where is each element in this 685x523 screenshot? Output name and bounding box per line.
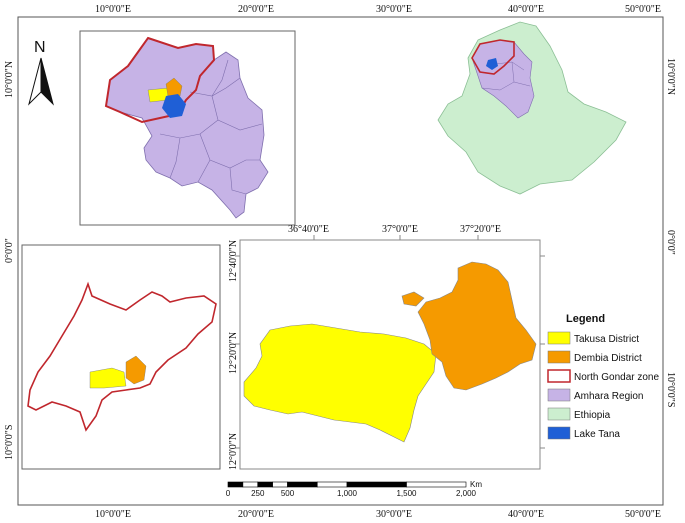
scale-segment bbox=[257, 481, 273, 488]
graticule-top-10e: 10°0'0"E bbox=[95, 4, 131, 15]
scale-tick-label: 2,000 bbox=[456, 489, 477, 498]
scale-tick-label: 1,500 bbox=[396, 489, 417, 498]
legend-swatch-north_gondar_border bbox=[547, 369, 571, 383]
main-takusa-district bbox=[243, 323, 437, 443]
dembia-district-shape bbox=[165, 77, 183, 97]
legend-swatch-dembia bbox=[547, 350, 571, 364]
scale-segment bbox=[346, 481, 407, 488]
outer-frame bbox=[17, 16, 664, 506]
graticule-right-10s: 10°0'0"S bbox=[665, 372, 676, 407]
scale-segment bbox=[316, 481, 348, 488]
graticule-right-0: 0°0'0" bbox=[665, 230, 676, 255]
graticule-bottom-50e: 50°0'0"E bbox=[625, 509, 661, 520]
scale-segment bbox=[242, 481, 259, 488]
graticule-left-10s: 10°0'0"S bbox=[4, 425, 15, 460]
main-graticule-top-370e: 37°0'0"E bbox=[382, 224, 418, 235]
main-graticule-top-3720e: 37°20'0"E bbox=[460, 224, 501, 235]
legend-label-dembia: Dembia District bbox=[574, 353, 642, 364]
scale-segment bbox=[272, 481, 288, 488]
scale-tick-label: 1,000 bbox=[337, 489, 358, 498]
graticule-left-0: 0°0'0" bbox=[4, 238, 15, 263]
scale-tick-label: 500 bbox=[281, 489, 295, 498]
ethiopia-amhara-shape bbox=[471, 39, 535, 119]
scale-tick-label: 0 bbox=[226, 489, 231, 498]
ethiopia-inset-map bbox=[437, 21, 627, 195]
graticule-bottom-40e: 40°0'0"E bbox=[508, 509, 544, 520]
main-graticule-left-120n: 12°0'0"N bbox=[228, 433, 239, 470]
legend-label-ethiopia: Ethiopia bbox=[574, 410, 611, 421]
main-graticule-left-1240n: 12°40'0"N bbox=[228, 240, 239, 282]
graticule-top-40e: 40°0'0"E bbox=[508, 4, 544, 15]
graticule-bottom-30e: 30°0'0"E bbox=[376, 509, 412, 520]
ethiopia-amhara-boundaries bbox=[481, 61, 531, 91]
graticule-top-50e: 50°0'0"E bbox=[625, 4, 661, 15]
north-gondar-inset-frame bbox=[21, 244, 221, 470]
inset-dembia-shape bbox=[125, 355, 147, 385]
legend-swatch-takusa bbox=[547, 331, 571, 345]
graticule-left-10n: 10°0'0"N bbox=[4, 61, 15, 98]
amhara-inset-map bbox=[104, 36, 269, 219]
graticule-bottom-20e: 20°0'0"E bbox=[238, 509, 274, 520]
graticule-bottom-10e: 10°0'0"E bbox=[95, 509, 131, 520]
ethiopia-north-gondar-shape bbox=[471, 39, 515, 75]
main-map-ticks bbox=[235, 235, 545, 449]
legend-label-amhara: Amhara Region bbox=[574, 391, 643, 402]
main-graticule-top-3640e: 36°40'0"E bbox=[288, 224, 329, 235]
legend-label-takusa: Takusa District bbox=[574, 334, 639, 345]
scale-bar: 0 250 500 1,000 1,500 2,000 Km bbox=[226, 480, 483, 498]
north-arrow-label: N bbox=[34, 39, 46, 56]
legend: Legend Takusa District Dembia District Nor… bbox=[547, 313, 659, 440]
inset-takusa-shape bbox=[89, 367, 127, 389]
ethiopia-lake-tana-shape bbox=[486, 58, 498, 70]
main-dembia-district bbox=[417, 261, 537, 391]
north-gondar-outline bbox=[27, 281, 217, 432]
graticule-top-30e: 30°0'0"E bbox=[376, 4, 412, 15]
graticule-top-20e: 20°0'0"E bbox=[238, 4, 274, 15]
north-arrow-icon: N bbox=[28, 39, 54, 106]
legend-title: Legend bbox=[566, 313, 605, 325]
main-map bbox=[243, 261, 537, 443]
legend-swatch-lake_tana bbox=[547, 426, 571, 440]
main-graticule-left-1220n: 12°20'0"N bbox=[228, 332, 239, 374]
scale-tick-label: 250 bbox=[251, 489, 265, 498]
graticule-right-10n: 10°0'0"N bbox=[665, 58, 676, 95]
lake-tana-shape bbox=[162, 94, 186, 118]
amhara-internal-boundaries bbox=[159, 59, 263, 195]
legend-swatch-amhara bbox=[547, 388, 571, 402]
scale-segment bbox=[406, 481, 467, 488]
legend-swatch-ethiopia bbox=[547, 407, 571, 421]
north-gondar-inset-map bbox=[27, 281, 217, 432]
scale-segment bbox=[227, 481, 244, 488]
legend-label-north_gondar_border: North Gondar zone bbox=[574, 372, 659, 383]
scale-segment bbox=[287, 481, 318, 488]
scale-unit: Km bbox=[470, 480, 482, 489]
legend-label-lake_tana: Lake Tana bbox=[574, 429, 620, 440]
ethiopia-shape bbox=[437, 21, 627, 195]
main-dembia-fragment bbox=[401, 291, 425, 307]
